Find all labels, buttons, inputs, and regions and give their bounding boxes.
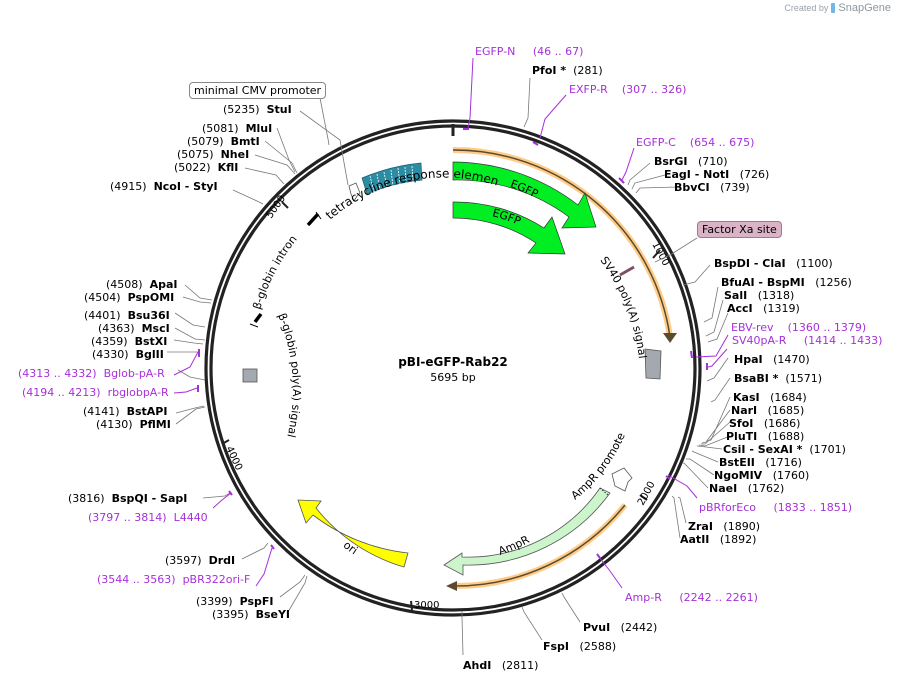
site-pfoi[interactable]: PfoI * (281): [532, 64, 603, 77]
tre-repeats: [369, 165, 414, 193]
min-cmv-promoter-feature[interactable]: [348, 182, 361, 202]
site-sfoi[interactable]: SfoI (1686): [729, 417, 801, 430]
site-csii-sexai[interactable]: CsiI - SexAI * (1701): [723, 443, 846, 456]
created-by-text: Created by: [784, 3, 829, 13]
factor-xa-label[interactable]: Factor Xa site: [697, 221, 782, 238]
primer-rbglobpa-r[interactable]: (4194 .. 4213) rbglobpA-R: [22, 386, 169, 399]
site-nari[interactable]: NarI (1685): [731, 404, 805, 417]
site-naei[interactable]: NaeI (1762): [709, 482, 785, 495]
site-kfli[interactable]: (5022) KflI: [174, 161, 239, 174]
primer-pbrforeco[interactable]: pBRforEco (1833 .. 1851): [699, 501, 853, 514]
primer-amp-r[interactable]: Amp-R (2242 .. 2261): [625, 591, 758, 604]
primer-bglob-pa-r[interactable]: (4313 .. 4332) Bglob-pA-R: [18, 367, 165, 380]
site-mlui[interactable]: (5081) MluI: [202, 122, 273, 135]
plasmid-length: 5695 bp: [430, 371, 476, 384]
primer-l4440[interactable]: (3797 .. 3814) L4440: [88, 511, 208, 524]
site-bstxi[interactable]: (4359) BstXI: [91, 335, 168, 348]
site-sali[interactable]: SalI (1318): [724, 289, 795, 302]
ruler-ticks: [221, 201, 661, 611]
bglobin-intron-label: β-globin intron: [250, 233, 299, 311]
orf-line-ampr: [451, 504, 626, 587]
site-bspqi-sapi[interactable]: (3816) BspQI - SapI: [68, 492, 188, 505]
site-aatii[interactable]: AatII (1892): [680, 533, 757, 546]
primer-connectors: [173, 57, 729, 589]
site-zrai[interactable]: ZraI (1890): [688, 520, 760, 533]
site-pspfi[interactable]: (3399) PspFI: [196, 595, 274, 608]
site-hpai[interactable]: HpaI (1470): [734, 353, 810, 366]
site-bspdi-clai[interactable]: BspDI - ClaI (1100): [714, 257, 833, 270]
primer-egfp-n[interactable]: EGFP-N (46 .. 67): [475, 45, 584, 58]
site-bseyi[interactable]: (3395) BseYI: [212, 608, 291, 621]
site-pvui[interactable]: PvuI (2442): [583, 621, 658, 634]
site-eagi-noti[interactable]: EagI - NotI (726): [664, 168, 770, 181]
bglobin-intron-feature[interactable]: [249, 211, 322, 328]
site-pluti[interactable]: PluTI (1688): [726, 430, 805, 443]
site-ngomiv[interactable]: NgoMIV (1760): [714, 469, 810, 482]
snapgene-name: SnapGene: [838, 2, 891, 14]
site-bstapi[interactable]: (4141) BstAPI: [83, 405, 168, 418]
primer-exfp-r[interactable]: EXFP-R (307 .. 326): [569, 83, 687, 96]
bglobin-polya-feature[interactable]: [242, 368, 258, 383]
orf-line-egfp: [452, 149, 671, 338]
snapgene-logo-icon: [831, 3, 836, 13]
primer-pbr322ori-f[interactable]: (3544 .. 3563) pBR322ori-F: [97, 573, 251, 586]
site-bsu36i[interactable]: (4401) Bsu36I: [84, 309, 170, 322]
ampr-feature[interactable]: [443, 487, 611, 576]
site-acci[interactable]: AccI (1319): [727, 302, 800, 315]
site-fspi[interactable]: FspI (2588): [543, 640, 617, 653]
site-connectors: [167, 77, 731, 656]
site-bglii[interactable]: (4330) BglII: [92, 348, 164, 361]
primer-ebv-rev[interactable]: EBV-rev (1360 .. 1379): [731, 321, 867, 334]
site-ahdi[interactable]: AhdI (2811): [463, 659, 539, 672]
site-bsabi[interactable]: BsaBI * (1571): [734, 372, 822, 385]
svg-text:3000: 3000: [414, 600, 439, 611]
site-ncoi-styi[interactable]: (4915) NcoI - StyI: [110, 180, 218, 193]
plasmid-name: pBI-eGFP-Rab22: [398, 355, 508, 369]
sv40-polya-feature[interactable]: [644, 348, 662, 380]
primer-egfp-c[interactable]: EGFP-C (654 .. 675): [636, 136, 755, 149]
orf-arrow-ampr: [446, 581, 457, 591]
site-pflmi[interactable]: (4130) PflMI: [96, 418, 171, 431]
ampr-promoter-feature[interactable]: [611, 467, 633, 492]
site-pspomi[interactable]: (4504) PspOMI: [84, 291, 175, 304]
ori-feature[interactable]: [297, 499, 409, 568]
tre-feature[interactable]: [361, 162, 423, 195]
svg-text:5000: 5000: [264, 194, 288, 221]
egfp-feature-1[interactable]: [452, 161, 597, 229]
site-bsrgi[interactable]: BsrGI (710): [654, 155, 728, 168]
site-bfuai-bspmi[interactable]: BfuAI - BspMI (1256): [721, 276, 852, 289]
site-bbvci[interactable]: BbvCI (739): [674, 181, 750, 194]
site-apai[interactable]: (4508) ApaI: [106, 278, 178, 291]
egfp-feature-2[interactable]: [452, 201, 566, 255]
snapgene-branding: Created by SnapGene: [784, 2, 891, 14]
orf-arrow-egfp: [663, 333, 677, 343]
site-kasi[interactable]: KasI (1684): [733, 391, 807, 404]
site-stui[interactable]: (5235) StuI: [223, 103, 292, 116]
site-bmti[interactable]: (5079) BmtI: [187, 135, 260, 148]
sv40-label: SV40 poly(A) signal: [598, 254, 649, 359]
primer-sv40pa-r[interactable]: SV40pA-R (1414 .. 1433): [732, 334, 883, 347]
primer-marks: [197, 128, 708, 559]
min-cmv-promoter-label[interactable]: minimal CMV promoter: [189, 82, 327, 99]
site-msci[interactable]: (4363) MscI: [98, 322, 170, 335]
site-nhei[interactable]: (5075) NheI: [177, 148, 250, 161]
site-bsteii[interactable]: BstEII (1716): [719, 456, 802, 469]
factor-xa-feature[interactable]: [619, 265, 635, 277]
site-drdi[interactable]: (3597) DrdI: [165, 554, 236, 567]
